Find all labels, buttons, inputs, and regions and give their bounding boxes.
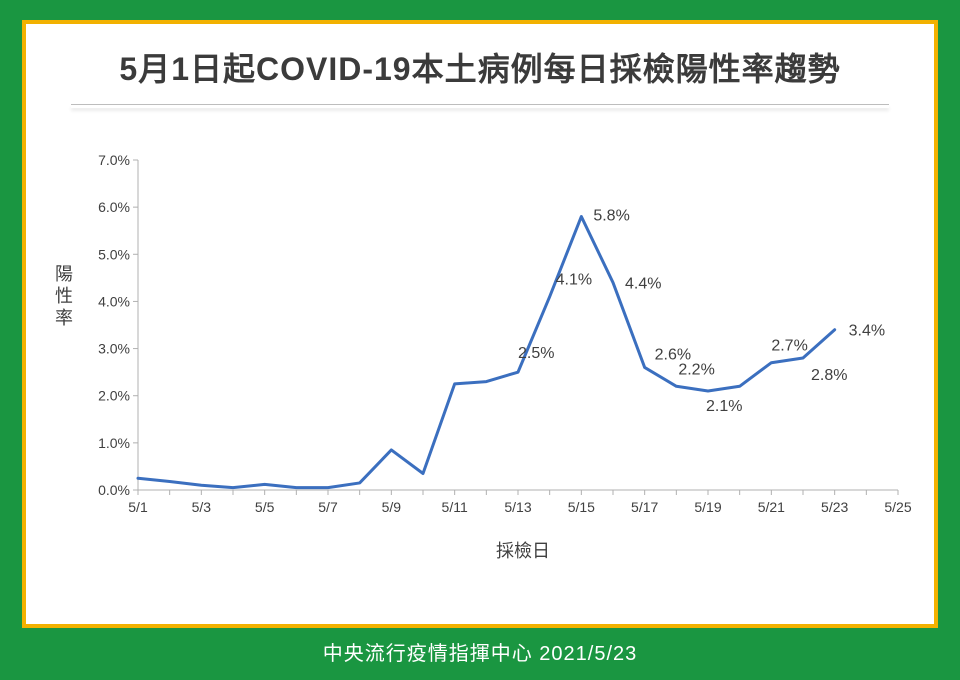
data-point-label: 4.4% [625, 276, 661, 293]
y-tick-label: 5.0% [98, 246, 130, 262]
footer-text: 中央流行疫情指揮中心 2021/5/23 [22, 628, 938, 680]
data-point-label: 2.8% [811, 367, 847, 384]
outer-frame: 5月1日起COVID-19本土病例每日採檢陽性率趨勢 陽性率 0.0% 1.0% 2… [0, 0, 960, 680]
x-tick-label: 5/21 [758, 499, 785, 515]
y-tick-label: 4.0% [98, 293, 130, 309]
data-point-label: 2.5% [518, 345, 554, 362]
data-point-label: 2.1% [706, 398, 742, 415]
x-tick-label: 5/19 [694, 499, 721, 515]
x-tick-label: 5/17 [631, 499, 658, 515]
data-point-label: 3.4% [849, 323, 885, 340]
y-tick-label: 1.0% [98, 435, 130, 451]
chart-area: 陽性率 0.0%1.0%2.0%3.0%4.0%5.0%6.0%7.0%5/15… [54, 154, 906, 563]
x-tick-label: 5/15 [568, 499, 595, 515]
y-tick-label: 2.0% [98, 388, 130, 404]
data-point-label: 4.1% [556, 272, 592, 289]
title-underline [71, 104, 889, 108]
x-tick-label: 5/1 [128, 499, 148, 515]
x-tick-label: 5/3 [192, 499, 212, 515]
x-tick-label: 5/7 [318, 499, 338, 515]
y-tick-label: 6.0% [98, 199, 130, 215]
chart-card: 5月1日起COVID-19本土病例每日採檢陽性率趨勢 陽性率 0.0% 1.0% 2… [22, 20, 938, 628]
y-axis-label: 陽性率 [54, 264, 76, 330]
svg-container: 0.0% 1.0% 2.0% 3.0% 4.0% 5.0% 6.0% 7.0% 5/1 5/3 5/… [78, 154, 928, 529]
x-tick-label: 5/25 [884, 499, 911, 515]
data-line [138, 217, 835, 488]
x-tick-label: 5/9 [382, 499, 402, 515]
y-tick-label: 3.0% [98, 341, 130, 357]
x-tick-label: 5/11 [442, 499, 468, 515]
chart-plot: 0.0% 1.0% 2.0% 3.0% 4.0% 5.0% 6.0% 7.0% 5/1 5/3 5/… [78, 154, 928, 563]
x-tick-label: 5/13 [504, 499, 531, 515]
data-point-label: 5.8% [593, 208, 629, 225]
chart-title: 5月1日起COVID-19本土病例每日採檢陽性率趨勢 [54, 44, 906, 90]
data-point-label: 2.2% [678, 361, 714, 378]
y-tick-label: 7.0% [98, 154, 130, 168]
x-tick-label: 5/5 [255, 499, 275, 515]
x-axis-label: 採檢日 [118, 537, 928, 563]
line-chart-svg: 0.0% 1.0% 2.0% 3.0% 4.0% 5.0% 6.0% 7.0% 5/1 5/3 5/… [78, 154, 928, 524]
y-tick-label: 0.0% [98, 482, 130, 498]
data-point-label: 2.7% [771, 338, 807, 355]
x-tick-label: 5/23 [821, 499, 848, 515]
